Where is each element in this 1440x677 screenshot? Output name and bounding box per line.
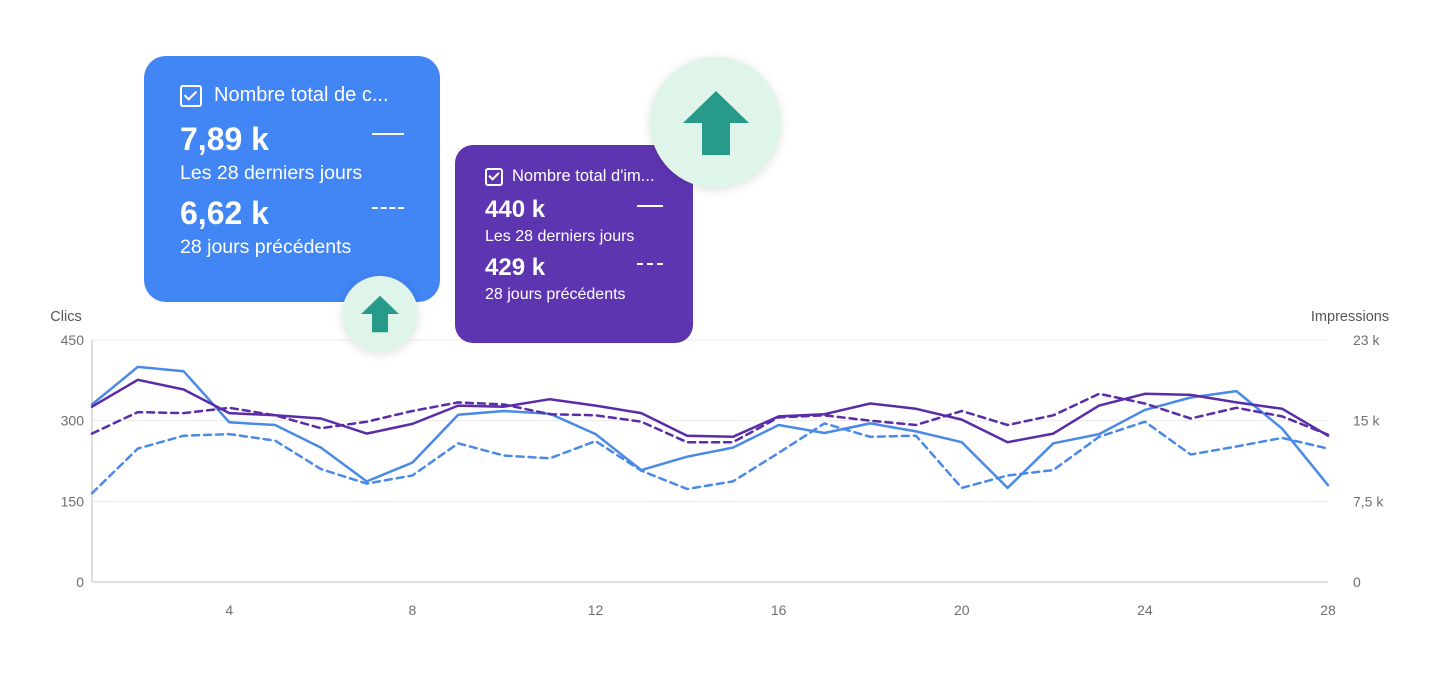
impressions-previous-value: 429 k: [485, 254, 546, 281]
clicks-current-row: 7,89 k: [180, 121, 404, 158]
y-tick-left: 150: [61, 493, 85, 509]
clicks-current-label: Les 28 derniers jours: [180, 162, 363, 184]
clicks-previous-label: 28 jours précédents: [180, 236, 352, 258]
impressions-current-row: 440 k: [485, 196, 663, 224]
clicks-current-value: 7,89 k: [180, 121, 269, 157]
y-axis-left-label: Clics: [50, 309, 81, 325]
tick-labels: 0 0 150 7,5 k 300 15 k 450 23 k 4 8 12 16 20 24 28: [61, 332, 1385, 618]
clicks-previous-row: 6,62 k: [180, 195, 404, 232]
impressions-current-label: Les 28 derniers jours: [485, 228, 635, 245]
dashed-line-legend-icon: [637, 263, 663, 265]
x-tick: 28: [1320, 602, 1336, 618]
impressions-previous-label: 28 jours précédents: [485, 286, 626, 303]
series-line-clicks-solid: [90, 365, 1330, 490]
grid-lines: [91, 339, 1328, 583]
solid-line-legend-icon: [637, 205, 663, 207]
x-tick: 8: [409, 602, 417, 618]
series-line-impressions-dashed: [90, 392, 1330, 444]
x-tick: 4: [225, 602, 233, 618]
y-tick-right: 23 k: [1353, 332, 1380, 348]
solid-line-legend-icon: [372, 132, 404, 135]
trend-up-badge: [650, 57, 781, 188]
checkbox-checked-icon[interactable]: [180, 84, 202, 107]
y-tick-right: 0: [1353, 574, 1361, 590]
clicks-card-header: Nombre total de c...: [180, 84, 404, 107]
impressions-current-value: 440 k: [485, 196, 546, 223]
clicks-metric-card[interactable]: Nombre total de c... 7,89 k Les 28 derni…: [144, 56, 440, 302]
series-line-clicks-dashed: [90, 420, 1330, 495]
impressions-metric-card[interactable]: Nombre total d'im... 440 k Les 28 dernie…: [455, 145, 693, 343]
impressions-previous-row: 429 k: [485, 254, 663, 282]
x-tick: 16: [771, 602, 787, 618]
impressions-card-header: Nombre total d'im...: [485, 167, 663, 186]
x-tick: 12: [588, 602, 604, 618]
impressions-card-title: Nombre total d'im...: [512, 167, 655, 185]
x-tick: 24: [1137, 602, 1153, 618]
y-tick-left: 300: [61, 413, 85, 429]
clicks-card-title: Nombre total de c...: [214, 84, 389, 106]
arrow-up-icon: [361, 295, 399, 333]
y-axis-right-label: Impressions: [1311, 309, 1389, 325]
y-tick-right: 15 k: [1353, 413, 1380, 429]
clicks-previous-value: 6,62 k: [180, 195, 269, 231]
x-tick: 20: [954, 602, 970, 618]
y-tick-left: 450: [61, 332, 85, 348]
arrow-up-icon: [682, 90, 749, 155]
trend-up-badge: [342, 276, 418, 352]
checkbox-checked-icon[interactable]: [485, 167, 503, 186]
y-tick-left: 0: [76, 574, 84, 590]
series-lines: [90, 365, 1330, 495]
dashed-line-legend-icon: [372, 206, 404, 209]
y-tick-right: 7,5 k: [1353, 493, 1384, 509]
